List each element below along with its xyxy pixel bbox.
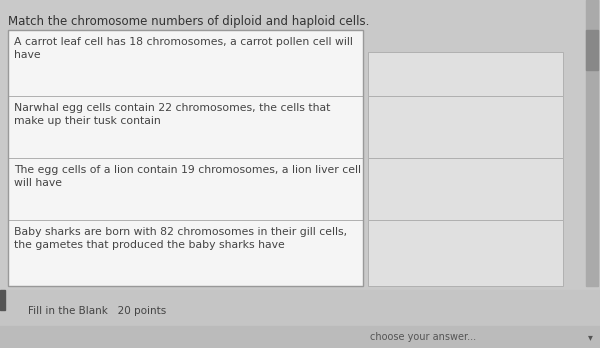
Bar <box>8 158 363 220</box>
Bar <box>368 52 563 96</box>
Bar <box>8 220 363 286</box>
Bar <box>368 220 563 286</box>
Bar <box>0 290 600 348</box>
Bar <box>368 158 563 220</box>
Text: ▾: ▾ <box>587 332 592 342</box>
Text: Narwhal egg cells contain 22 chromosomes, the cells that
make up their tusk cont: Narwhal egg cells contain 22 chromosomes… <box>14 103 331 126</box>
Bar <box>8 30 363 286</box>
Text: Fill in the Blank   20 points: Fill in the Blank 20 points <box>28 306 166 316</box>
Bar <box>368 96 563 158</box>
Text: Baby sharks are born with 82 chromosomes in their gill cells,
the gametes that p: Baby sharks are born with 82 chromosomes… <box>14 227 347 250</box>
Text: choose your answer...: choose your answer... <box>370 332 476 342</box>
Bar <box>586 30 598 70</box>
Bar <box>8 30 363 96</box>
Bar <box>586 0 598 286</box>
Text: A carrot leaf cell has 18 chromosomes, a carrot pollen cell will
have: A carrot leaf cell has 18 chromosomes, a… <box>14 37 353 60</box>
Text: The egg cells of a lion contain 19 chromosomes, a lion liver cell
will have: The egg cells of a lion contain 19 chrom… <box>14 165 361 188</box>
Bar <box>0 326 600 348</box>
Bar <box>0 290 5 310</box>
Bar <box>8 96 363 158</box>
Text: Match the chromosome numbers of diploid and haploid cells.: Match the chromosome numbers of diploid … <box>8 15 370 28</box>
